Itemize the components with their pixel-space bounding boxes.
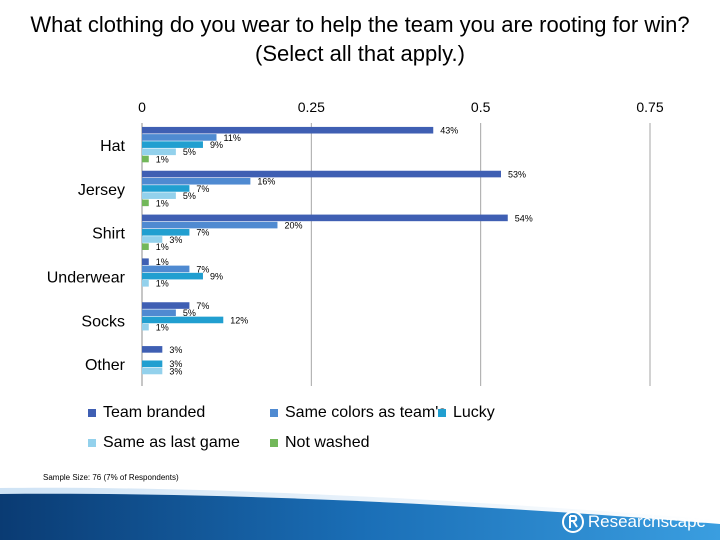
researchscape-logo-icon [561, 511, 584, 533]
data-label: 9% [210, 272, 223, 282]
bar [142, 316, 224, 324]
data-label: 7% [196, 184, 209, 194]
bar [142, 199, 149, 207]
bar [142, 134, 217, 141]
x-tick-label: 0.75 [636, 99, 663, 115]
data-label: 5% [183, 308, 196, 318]
data-label: 1% [156, 323, 169, 333]
data-label: 1% [156, 242, 169, 252]
bar [142, 228, 190, 236]
legend-label: Same as last game [103, 434, 240, 451]
legend-label: Team branded [103, 404, 206, 421]
bar [142, 155, 149, 163]
data-label: 7% [196, 264, 209, 274]
bar [142, 221, 278, 229]
data-label: 53% [508, 169, 526, 179]
bar [142, 243, 149, 250]
category-label: Socks [81, 313, 125, 330]
bar [142, 346, 163, 353]
data-label: 3% [169, 235, 182, 245]
category-label: Shirt [92, 226, 125, 243]
data-label: 1% [156, 279, 169, 289]
bar [142, 170, 501, 178]
legend-swatch [438, 409, 446, 417]
sample-size-note: Sample Size: 76 (7% of Respondents) [43, 473, 179, 482]
legend-swatch [88, 439, 96, 447]
legend-swatch [88, 409, 96, 417]
data-label: 3% [169, 366, 182, 376]
x-tick-label: 0 [138, 99, 146, 115]
bar [142, 280, 149, 287]
data-label: 9% [210, 140, 223, 150]
bar [142, 367, 163, 375]
data-label: 5% [183, 147, 196, 157]
footer-band: Researchscape [0, 480, 720, 540]
data-label: 54% [515, 213, 533, 223]
data-label: 43% [440, 126, 458, 136]
legend-item: Same as last game [88, 434, 240, 452]
bar [142, 360, 163, 368]
data-label: 3% [169, 345, 182, 355]
data-label: 1% [156, 154, 169, 164]
legend-item: Team branded [88, 404, 205, 422]
footer-wave [0, 487, 720, 540]
data-label: 7% [196, 228, 209, 238]
bar [142, 141, 203, 148]
x-tick-label: 0.25 [298, 99, 325, 115]
legend-label: Lucky [453, 404, 495, 421]
bar [142, 236, 163, 243]
legend-label: Same colors as team's [285, 404, 447, 421]
category-label: Jersey [78, 182, 125, 199]
data-label: 11% [224, 133, 241, 143]
x-tick-label: 0.5 [471, 99, 491, 115]
bar [142, 185, 190, 192]
bar [142, 126, 434, 134]
bar [142, 272, 203, 280]
bar-chart: 0 0.25 0.5 0.75Hat43%11%9%5%1%Jersey53%16%7… [47, 99, 664, 386]
bar [142, 265, 190, 273]
chart-title: What clothing do you wear to help the te… [30, 12, 690, 66]
bar [142, 258, 149, 266]
bar [142, 302, 190, 309]
bar [142, 177, 251, 185]
category-label: Underwear [47, 269, 126, 286]
legend-item: Lucky [438, 404, 495, 422]
legend-swatch [270, 439, 278, 447]
data-label: 1% [156, 257, 169, 267]
legend-swatch [270, 409, 278, 417]
data-label: 20% [284, 220, 302, 230]
legend-label: Not washed [285, 434, 370, 451]
data-label: 7% [196, 301, 209, 311]
data-label: 12% [230, 315, 248, 325]
bar [142, 148, 176, 156]
bar [142, 323, 149, 331]
bar [142, 309, 176, 317]
bar [142, 192, 176, 199]
category-label: Hat [100, 138, 125, 155]
bar [142, 214, 508, 222]
data-label: 3% [169, 359, 182, 369]
brand-logo: Researchscape [561, 510, 706, 534]
data-label: 5% [183, 191, 196, 201]
data-label: 16% [257, 177, 275, 187]
brand-name: Researchscape [587, 512, 706, 531]
category-label: Other [85, 357, 126, 374]
data-label: 1% [156, 198, 169, 208]
legend-item: Same colors as team's [270, 404, 446, 422]
legend-item: Not washed [270, 434, 370, 452]
